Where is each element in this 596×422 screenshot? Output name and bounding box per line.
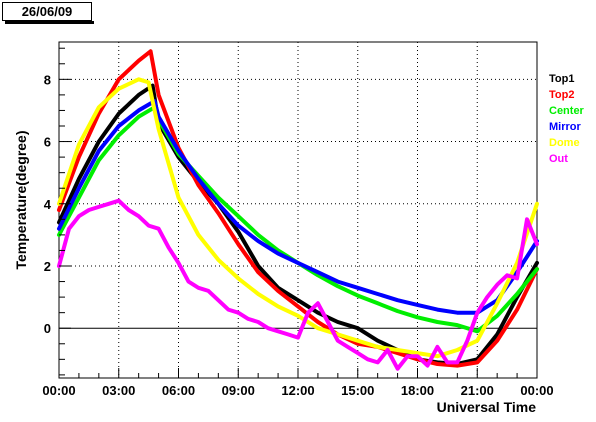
legend-entry-mirror: Mirror: [549, 121, 582, 133]
series-layer: [57, 49, 539, 371]
series-line-top2: [57, 49, 539, 368]
legend: Top1 Top2 Center Mirror Dome Out: [549, 73, 585, 165]
x-tick-label: 06:00: [162, 383, 195, 398]
x-tick-label: 21:00: [461, 383, 494, 398]
y-tick-label: 2: [44, 259, 51, 274]
series-line-dome: [57, 77, 539, 359]
x-tick-label: 18:00: [401, 383, 434, 398]
x-axis-title: Universal Time: [437, 399, 537, 415]
legend-entry-top2: Top2: [549, 89, 574, 101]
series-line-center: [57, 105, 539, 334]
legend-entry-center: Center: [549, 105, 585, 117]
series-line-mirror: [57, 99, 539, 315]
x-tick-label: 09:00: [222, 383, 255, 398]
y-tick-label: 6: [44, 135, 51, 150]
legend-entry-top1: Top1: [549, 73, 574, 85]
y-tick-label: 4: [44, 197, 52, 212]
x-tick-label: 00:00: [42, 383, 75, 398]
legend-entry-dome: Dome: [549, 137, 580, 149]
grid: [59, 42, 537, 378]
x-tick-label: 00:00: [520, 383, 553, 398]
date-label: 26/06/09: [2, 2, 94, 24]
x-tick-label: 03:00: [102, 383, 135, 398]
axes: 00:00 03:00 06:00 09:00 12:00 15:00 18:00 21:00…: [42, 47, 554, 398]
y-tick-label: 0: [44, 321, 51, 336]
series-line-out: [57, 198, 539, 371]
x-tick-label: 12:00: [281, 383, 314, 398]
legend-entry-out: Out: [549, 153, 568, 165]
x-tick-label: 15:00: [341, 383, 374, 398]
y-axis-title: Temperature(degree): [13, 130, 29, 269]
y-tick-label: 8: [44, 72, 51, 87]
